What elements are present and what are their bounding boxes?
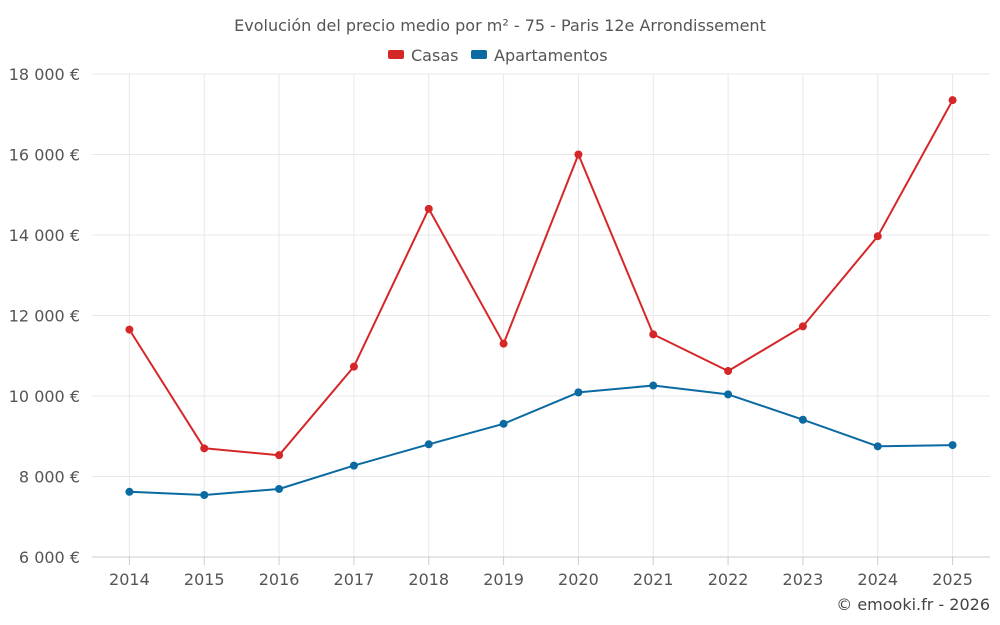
data-point-casas[interactable]: Casas 2022: 10620 [724, 367, 733, 376]
x-tick-label: 2014 [109, 570, 150, 589]
legend-item-casas[interactable]: Casas [388, 46, 458, 65]
data-point-apartamentos[interactable]: Apartamentos 2016: 7690 [275, 484, 284, 493]
data-point-apartamentos[interactable]: Apartamentos 2023: 9410 [798, 415, 807, 424]
chart-title: Evolución del precio medio por m² - 75 -… [234, 16, 766, 35]
legend-swatch-casas [388, 50, 404, 59]
data-point-apartamentos[interactable]: Apartamentos 2017: 8270 [349, 461, 358, 470]
x-tick-label: 2017 [334, 570, 375, 589]
legend-item-apartamentos[interactable]: Apartamentos [471, 46, 608, 65]
data-point-apartamentos[interactable]: Apartamentos 2019: 9310 [499, 419, 508, 428]
data-point-apartamentos[interactable]: Apartamentos 2024: 8750 [873, 442, 882, 451]
series-line-casas [128, 99, 954, 457]
data-point-apartamentos[interactable]: Apartamentos 2022: 10040 [724, 390, 733, 399]
data-point-casas[interactable]: Casas 2014: 11650 [125, 325, 134, 334]
y-tick-label: 16 000 € [9, 146, 80, 165]
x-tick-label: 2018 [408, 570, 449, 589]
x-tick-label: 2025 [932, 570, 973, 589]
data-point-casas[interactable]: Casas 2017: 10730 [349, 362, 358, 371]
credit-text: © emooki.fr - 2026 [836, 595, 990, 614]
data-point-casas[interactable]: Casas 2025: 17350 [948, 96, 957, 105]
data-point-apartamentos[interactable]: Apartamentos 2018: 8800 [424, 440, 433, 449]
x-tick-label: 2024 [857, 570, 898, 589]
x-tick-label: 2021 [633, 570, 674, 589]
legend-swatch-apartamentos [471, 50, 487, 59]
data-point-apartamentos[interactable]: Apartamentos 2014: 7620 [125, 487, 134, 496]
data-point-casas[interactable]: Casas 2018: 14650 [424, 204, 433, 213]
grid [92, 73, 990, 558]
data-point-apartamentos[interactable]: Apartamentos 2015: 7540 [200, 491, 209, 500]
data-point-casas[interactable]: Casas 2016: 8530 [275, 451, 284, 460]
y-tick-label: 8 000 € [19, 468, 80, 487]
x-tick-label: 2015 [184, 570, 225, 589]
data-point-casas[interactable]: Casas 2021: 11530 [649, 330, 658, 339]
x-tick-label: 2020 [558, 570, 599, 589]
x-tick-label: 2023 [783, 570, 824, 589]
data-point-apartamentos[interactable]: Apartamentos 2021: 10260 [649, 381, 658, 390]
legend-label-apartamentos: Apartamentos [494, 46, 608, 65]
x-tick-label: 2022 [708, 570, 749, 589]
y-tick-label: 18 000 € [9, 65, 80, 84]
y-tick-label: 6 000 € [19, 548, 80, 567]
x-tick-label: 2016 [259, 570, 300, 589]
data-point-apartamentos[interactable]: Apartamentos 2020: 10090 [574, 388, 583, 397]
legend-label-casas: Casas [411, 46, 458, 65]
y-tick-label: 14 000 € [9, 226, 80, 245]
series: Casas 2014: 11650 Casas 2015: 8700 Casas 2… [125, 96, 957, 500]
axes: 6 000 € 8 000 € 10 000 € 12 000 € 14 000 € 16… [9, 65, 990, 589]
data-point-casas[interactable]: Casas 2024: 13970 [873, 232, 882, 241]
data-point-casas[interactable]: Casas 2023: 11730 [798, 322, 807, 331]
y-tick-label: 10 000 € [9, 387, 80, 406]
x-tick-label: 2019 [483, 570, 524, 589]
data-point-apartamentos[interactable]: Apartamentos 2025: 8780 [948, 441, 957, 450]
data-point-casas[interactable]: Casas 2015: 8700 [200, 444, 209, 453]
y-tick-label: 12 000 € [9, 307, 80, 326]
legend: Casas Apartamentos [388, 46, 608, 65]
data-point-casas[interactable]: Casas 2019: 11300 [499, 339, 508, 348]
series-line-apartamentos [128, 384, 954, 496]
